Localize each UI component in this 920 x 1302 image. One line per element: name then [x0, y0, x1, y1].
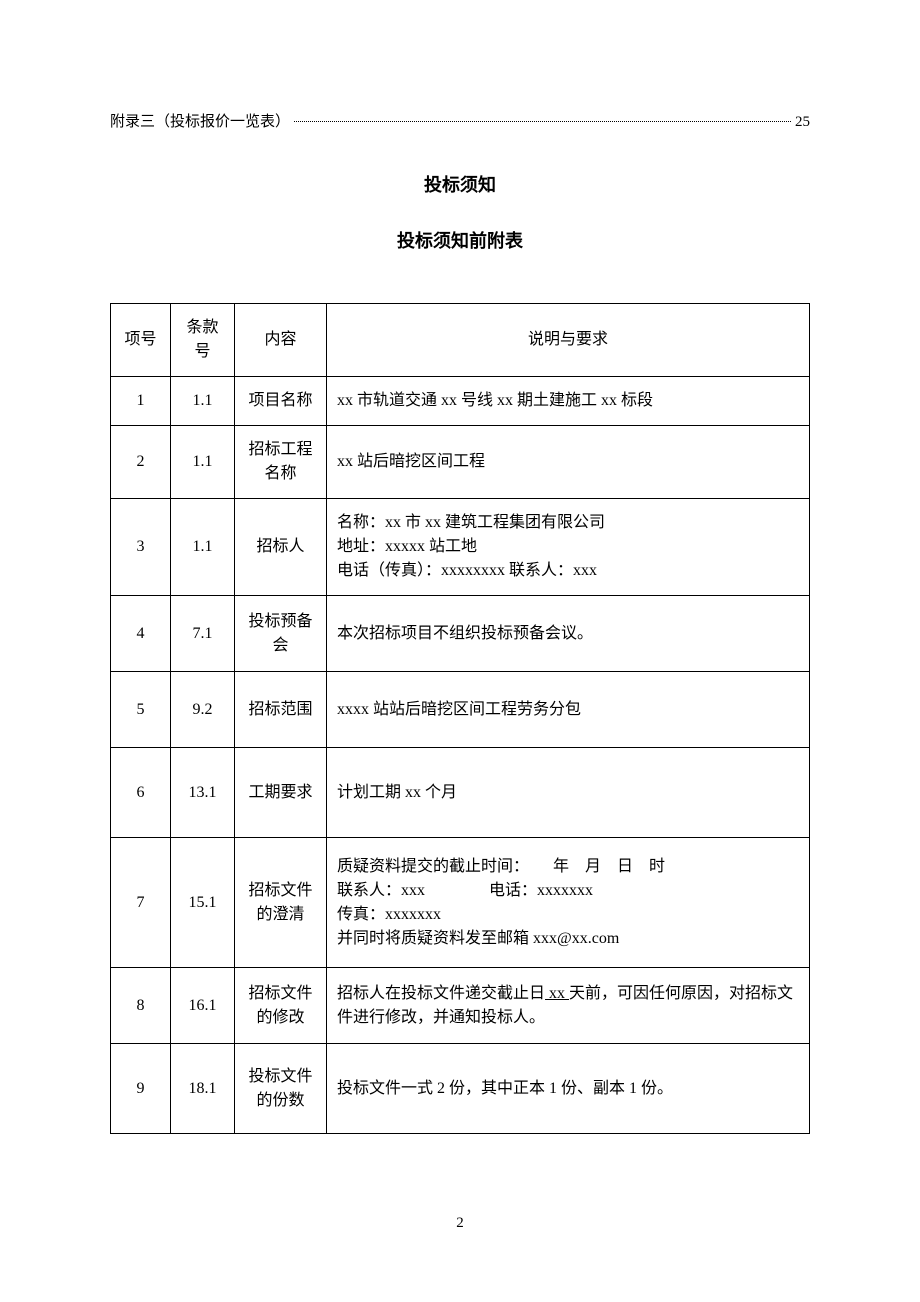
- table-row: 2 1.1 招标工程名称 xx 站后暗挖区间工程: [111, 426, 810, 499]
- cell-nr: 项目名称: [235, 377, 327, 426]
- cell-nr: 工期要求: [235, 748, 327, 838]
- cell-nr: 招标范围: [235, 672, 327, 748]
- cell-sm: 本次招标项目不组织投标预备会议。: [327, 596, 810, 672]
- cell-nr: 投标预备会: [235, 596, 327, 672]
- cell-sm: 计划工期 xx 个月: [327, 748, 810, 838]
- header-nr: 内容: [235, 304, 327, 377]
- cell-sm: xx 站后暗挖区间工程: [327, 426, 810, 499]
- cell-nr: 招标人: [235, 499, 327, 596]
- cell-sm: 投标文件一式 2 份，其中正本 1 份、副本 1 份。: [327, 1044, 810, 1134]
- cell-tkh: 1.1: [171, 426, 235, 499]
- cell-sm-pre: 招标人在投标文件递交截止日: [337, 985, 545, 1002]
- cell-nr: 投标文件的份数: [235, 1044, 327, 1134]
- cell-tkh: 9.2: [171, 672, 235, 748]
- cell-tkh: 15.1: [171, 838, 235, 968]
- header-xh: 项号: [111, 304, 171, 377]
- heading-main: 投标须知: [110, 171, 810, 197]
- cell-tkh: 1.1: [171, 377, 235, 426]
- table-row: 8 16.1 招标文件的修改 招标人在投标文件递交截止日 xx 天前，可因任何原…: [111, 968, 810, 1044]
- cell-xh: 4: [111, 596, 171, 672]
- cell-tkh: 13.1: [171, 748, 235, 838]
- cell-xh: 6: [111, 748, 171, 838]
- cell-tkh: 7.1: [171, 596, 235, 672]
- cell-nr: 招标工程名称: [235, 426, 327, 499]
- cell-tkh: 18.1: [171, 1044, 235, 1134]
- table-row: 9 18.1 投标文件的份数 投标文件一式 2 份，其中正本 1 份、副本 1 …: [111, 1044, 810, 1134]
- cell-xh: 1: [111, 377, 171, 426]
- toc-page-number: 25: [795, 114, 810, 131]
- heading-sub: 投标须知前附表: [110, 227, 810, 253]
- table-row: 3 1.1 招标人 名称：xx 市 xx 建筑工程集团有限公司地址：xxxxx …: [111, 499, 810, 596]
- cell-sm: xx 市轨道交通 xx 号线 xx 期土建施工 xx 标段: [327, 377, 810, 426]
- cell-nr: 招标文件的修改: [235, 968, 327, 1044]
- cell-xh: 8: [111, 968, 171, 1044]
- cell-sm: xxxx 站站后暗挖区间工程劳务分包: [327, 672, 810, 748]
- cell-sm: 质疑资料提交的截止时间： 年 月 日 时联系人：xxx 电话：xxxxxxx传真…: [327, 838, 810, 968]
- cell-xh: 7: [111, 838, 171, 968]
- cell-xh: 3: [111, 499, 171, 596]
- cell-sm-with-underline: 招标人在投标文件递交截止日 xx 天前，可因任何原因，对招标文件进行修改，并通知…: [327, 968, 810, 1044]
- cell-xh: 5: [111, 672, 171, 748]
- page-number: 2: [0, 1215, 920, 1232]
- cell-tkh: 16.1: [171, 968, 235, 1044]
- toc-leader-dots: [294, 121, 791, 122]
- table-header-row: 项号 条款号 内容 说明与要求: [111, 304, 810, 377]
- table-row: 6 13.1 工期要求 计划工期 xx 个月: [111, 748, 810, 838]
- table-row: 5 9.2 招标范围 xxxx 站站后暗挖区间工程劳务分包: [111, 672, 810, 748]
- cell-sm-underline: xx: [545, 985, 569, 1002]
- cell-sm: 名称：xx 市 xx 建筑工程集团有限公司地址：xxxxx 站工地电话（传真）：…: [327, 499, 810, 596]
- table-row: 4 7.1 投标预备会 本次招标项目不组织投标预备会议。: [111, 596, 810, 672]
- toc-label: 附录三（投标报价一览表）: [110, 110, 290, 131]
- cell-xh: 2: [111, 426, 171, 499]
- toc-entry: 附录三（投标报价一览表） 25: [110, 110, 810, 131]
- header-tkh: 条款号: [171, 304, 235, 377]
- instructions-table: 项号 条款号 内容 说明与要求 1 1.1 项目名称 xx 市轨道交通 xx 号…: [110, 303, 810, 1134]
- cell-nr: 招标文件的澄清: [235, 838, 327, 968]
- table-row: 1 1.1 项目名称 xx 市轨道交通 xx 号线 xx 期土建施工 xx 标段: [111, 377, 810, 426]
- cell-tkh: 1.1: [171, 499, 235, 596]
- cell-xh: 9: [111, 1044, 171, 1134]
- header-sm: 说明与要求: [327, 304, 810, 377]
- table-row: 7 15.1 招标文件的澄清 质疑资料提交的截止时间： 年 月 日 时联系人：x…: [111, 838, 810, 968]
